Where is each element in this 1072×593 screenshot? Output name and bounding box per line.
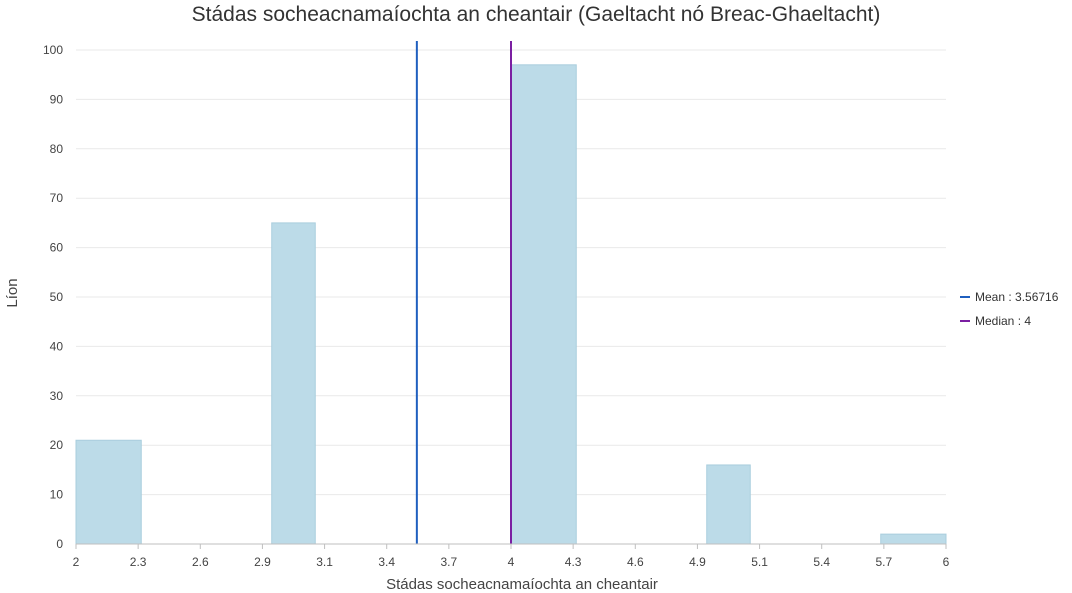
histogram-bar bbox=[880, 533, 947, 545]
x-tick-label: 2.6 bbox=[192, 555, 209, 569]
x-tick-label: 3.1 bbox=[316, 555, 333, 569]
y-tick-label: 90 bbox=[50, 92, 64, 106]
chart-title: Stádas socheacnamaíochta an cheantair (G… bbox=[192, 3, 881, 26]
x-tick-label: 3.4 bbox=[378, 555, 395, 569]
x-tick-label: 4.3 bbox=[565, 555, 582, 569]
y-tick-label: 20 bbox=[50, 438, 64, 452]
legend: Mean : 3.56716 Median : 4 bbox=[960, 290, 1059, 328]
x-tick-label: 5.7 bbox=[876, 555, 893, 569]
y-tick-label: 70 bbox=[50, 191, 64, 205]
x-tick-label: 2 bbox=[73, 555, 80, 569]
y-tick-label: 10 bbox=[50, 488, 64, 502]
x-tick-label: 5.1 bbox=[751, 555, 768, 569]
y-tick-label: 30 bbox=[50, 389, 64, 403]
x-tick-label: 5.4 bbox=[813, 555, 830, 569]
x-tick-label: 3.7 bbox=[441, 555, 458, 569]
x-tick-label: 6 bbox=[943, 555, 950, 569]
reference-lines bbox=[415, 41, 512, 544]
histogram-bar bbox=[75, 439, 142, 545]
y-tick-label: 80 bbox=[50, 142, 64, 156]
legend-label: Mean : 3.56716 bbox=[975, 290, 1059, 304]
y-axis-label: Líon bbox=[4, 278, 21, 307]
y-tick-label: 40 bbox=[50, 339, 64, 353]
histogram-bar bbox=[271, 222, 316, 545]
x-axis-label: Stádas socheacnamaíochta an cheantair bbox=[386, 576, 658, 593]
x-tick-label: 4.9 bbox=[689, 555, 706, 569]
y-tick-label: 100 bbox=[43, 43, 63, 57]
legend-label: Median : 4 bbox=[975, 314, 1031, 328]
histogram-bar bbox=[510, 64, 577, 545]
x-tick-label: 4 bbox=[508, 555, 515, 569]
x-tick-label: 4.6 bbox=[627, 555, 644, 569]
y-tick-label: 0 bbox=[56, 537, 63, 551]
x-tick-label: 2.9 bbox=[254, 555, 271, 569]
y-tick-label: 60 bbox=[50, 241, 64, 255]
x-tick-label: 2.3 bbox=[130, 555, 147, 569]
y-axis-ticks: 0 10 20 30 40 50 60 70 80 90 100 bbox=[43, 43, 63, 551]
y-tick-label: 50 bbox=[50, 290, 64, 304]
x-axis-ticks: 2 2.3 2.6 2.9 3.1 3.4 3.7 4 4.3 4.6 4.9 5.1 5.4 5.7 6 bbox=[73, 544, 950, 569]
histogram-bar bbox=[706, 464, 751, 545]
